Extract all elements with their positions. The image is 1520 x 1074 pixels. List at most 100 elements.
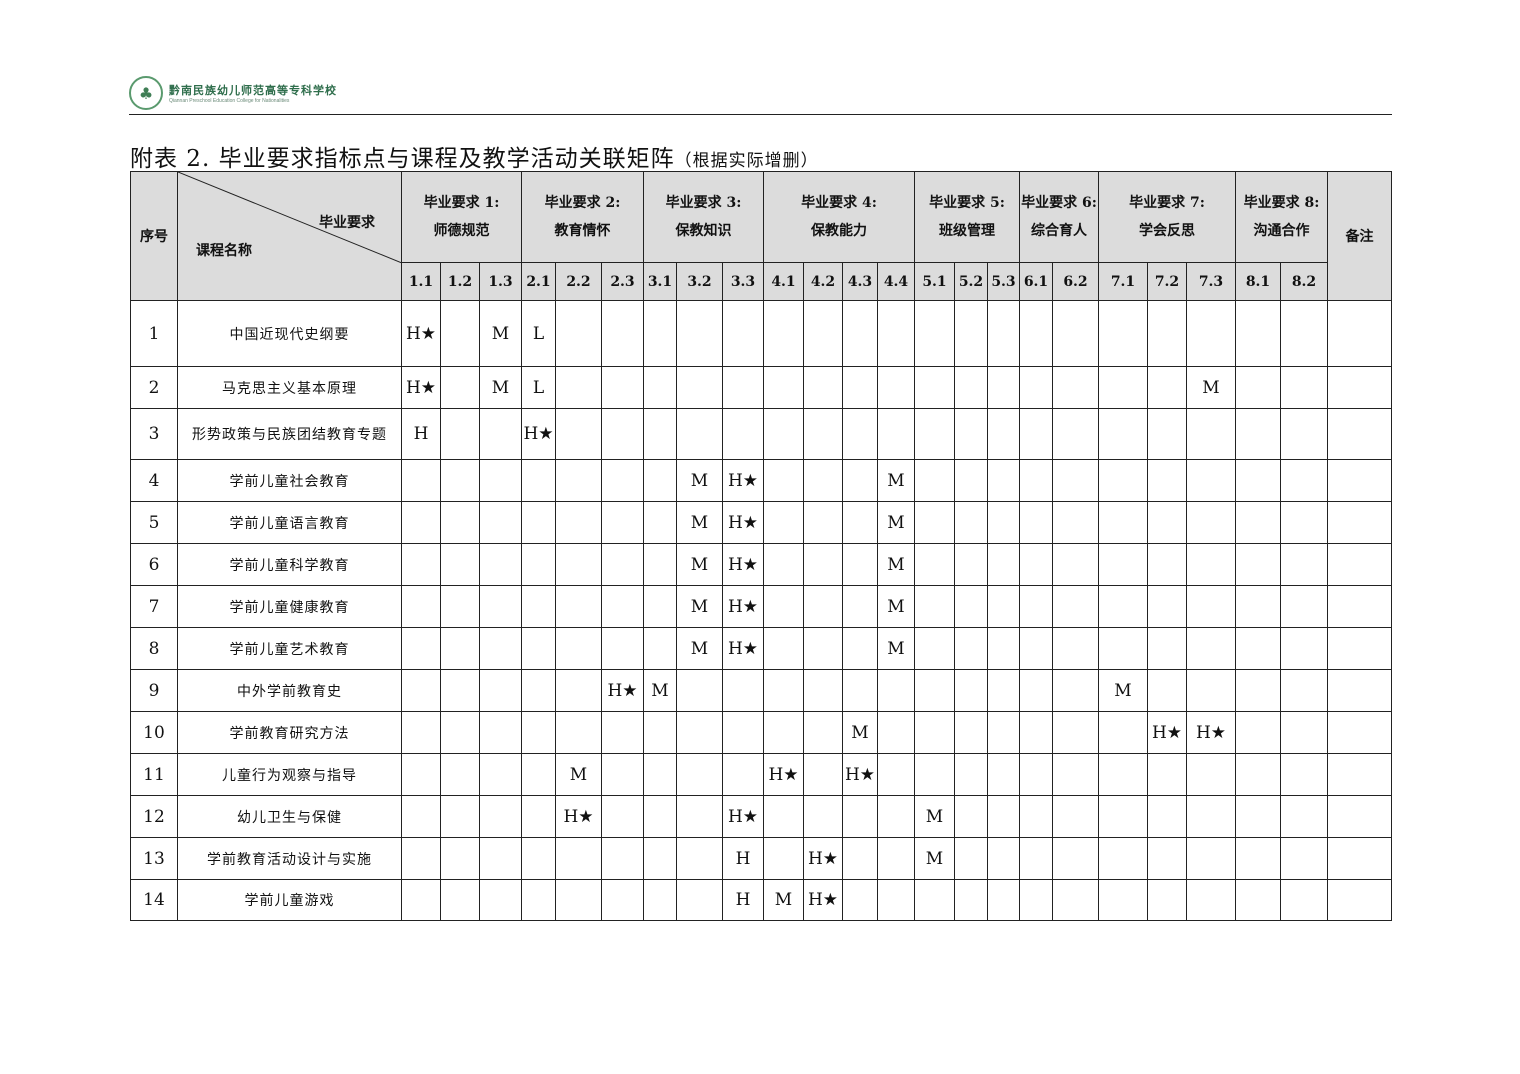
matrix-cell	[1186, 543, 1236, 586]
matrix-cell	[987, 585, 1020, 628]
matrix-cell	[479, 459, 522, 502]
matrix-cell	[1098, 585, 1148, 628]
matrix-cell	[842, 795, 878, 838]
matrix-cell: H	[722, 837, 764, 880]
matrix-cell	[803, 627, 843, 670]
matrix-cell	[643, 711, 677, 754]
matrix-cell	[521, 879, 556, 921]
matrix-cell	[440, 711, 480, 754]
matrix-cell	[842, 669, 878, 712]
group-number: 毕业要求 7:	[1129, 195, 1205, 211]
matrix-cell	[440, 300, 480, 367]
matrix-cell	[803, 585, 843, 628]
matrix-cell	[1098, 459, 1148, 502]
matrix-cell	[914, 501, 955, 544]
school-logo: ♣ 黔南民族幼儿师范高等专科学校 Qiannan Preschool Educa…	[129, 76, 337, 110]
row-number: 12	[130, 795, 178, 838]
matrix-cell: M	[914, 837, 955, 880]
matrix-cell	[914, 585, 955, 628]
table-row: 1 中国近现代史纲要 H★ M L	[130, 300, 1392, 367]
header-row-groups: 序号 毕业要求 课程名称 毕业要求 1: 师德规范 毕业要求 2: 教育情怀 毕业要求 …	[130, 171, 1392, 301]
matrix-cell	[676, 711, 723, 754]
matrix-cell	[1019, 585, 1053, 628]
matrix-cell: H★	[722, 585, 764, 628]
matrix-cell: H★	[601, 669, 644, 712]
row-number: 7	[130, 585, 178, 628]
matrix-cell: H★	[1147, 711, 1187, 754]
matrix-cell	[803, 795, 843, 838]
matrix-cell	[601, 795, 644, 838]
matrix-cell	[555, 501, 602, 544]
matrix-cell	[954, 366, 988, 409]
group-number: 毕业要求 6:	[1021, 195, 1097, 211]
table-row: 6 学前儿童科学教育 M H★ M	[130, 543, 1392, 586]
matrix-cell	[440, 879, 480, 921]
matrix-cell	[555, 366, 602, 409]
matrix-cell	[987, 711, 1020, 754]
requirement-group-7: 毕业要求 7: 学会反思	[1098, 171, 1236, 263]
matrix-cell	[763, 459, 804, 502]
matrix-cell	[601, 585, 644, 628]
matrix-cell	[1147, 300, 1187, 367]
matrix-cell	[842, 459, 878, 502]
matrix-cell	[1052, 501, 1099, 544]
group-number: 毕业要求 5:	[929, 195, 1005, 211]
matrix-cell	[601, 711, 644, 754]
matrix-cell: M	[676, 585, 723, 628]
matrix-cell	[1052, 627, 1099, 670]
matrix-cell	[1235, 366, 1281, 409]
matrix-cell: H★	[803, 837, 843, 880]
matrix-cell	[914, 711, 955, 754]
course-name: 学前教育研究方法	[177, 711, 402, 754]
matrix-cell	[479, 627, 522, 670]
matrix-cell	[722, 669, 764, 712]
matrix-cell	[401, 711, 441, 754]
matrix-cell	[1147, 366, 1187, 409]
table-row: 12 幼儿卫生与保健 H★ H★ M	[130, 795, 1392, 838]
table-row: 8 学前儿童艺术教育 M H★ M	[130, 627, 1392, 670]
course-name: 学前儿童科学教育	[177, 543, 402, 586]
matrix-cell	[1280, 366, 1328, 409]
matrix-cell	[521, 501, 556, 544]
matrix-cell	[601, 408, 644, 460]
row-number: 4	[130, 459, 178, 502]
matrix-cell: H★	[722, 459, 764, 502]
matrix-cell: M	[877, 627, 915, 670]
diagonal-header: 毕业要求 课程名称	[177, 171, 402, 301]
matrix-cell	[479, 669, 522, 712]
matrix-cell	[1186, 669, 1236, 712]
matrix-cell	[1019, 366, 1053, 409]
indicator-header: 2.3	[601, 262, 644, 301]
matrix-cell	[1147, 837, 1187, 880]
diag-requirement-label: 毕业要求	[319, 215, 375, 231]
group-name: 保教知识	[675, 223, 732, 239]
matrix-cell	[643, 300, 677, 367]
indicator-header: 3.1	[643, 262, 677, 301]
matrix-cell: M	[676, 501, 723, 544]
matrix-cell	[555, 543, 602, 586]
matrix-cell	[1019, 669, 1053, 712]
row-number: 6	[130, 543, 178, 586]
row-number: 5	[130, 501, 178, 544]
matrix-cell	[1019, 501, 1053, 544]
matrix-cell	[1147, 627, 1187, 670]
group-name: 学会反思	[1139, 223, 1195, 239]
indicator-header: 8.1	[1235, 262, 1281, 301]
matrix-cell	[877, 795, 915, 838]
matrix-cell	[1098, 366, 1148, 409]
matrix-cell	[479, 501, 522, 544]
matrix-cell	[1147, 795, 1187, 838]
matrix-cell	[1235, 585, 1281, 628]
matrix-cell	[877, 366, 915, 409]
indicator-header: 8.2	[1280, 262, 1328, 301]
matrix-cell	[803, 408, 843, 460]
matrix-cell: H★	[763, 753, 804, 796]
matrix-cell	[987, 408, 1020, 460]
matrix-cell	[1019, 711, 1053, 754]
matrix-cell	[1280, 669, 1328, 712]
indicator-header: 3.3	[722, 262, 764, 301]
matrix-cell	[1147, 669, 1187, 712]
requirement-group-8: 毕业要求 8: 沟通合作	[1235, 171, 1328, 263]
group-name: 教育情怀	[554, 223, 611, 239]
matrix-cell	[954, 501, 988, 544]
